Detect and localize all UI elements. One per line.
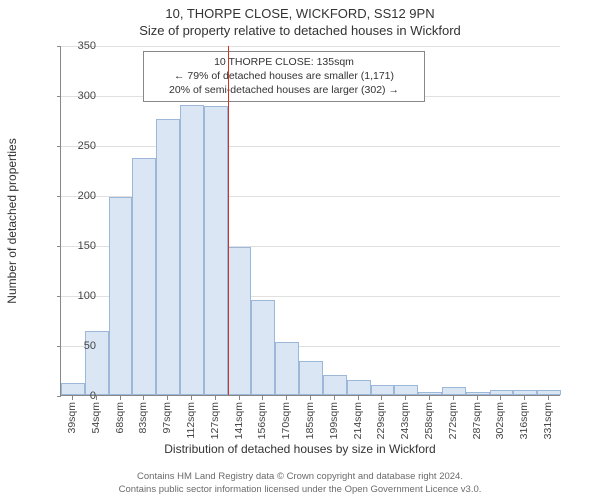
footer-line1: Contains HM Land Registry data © Crown c… — [0, 471, 600, 483]
xtick-label: 331sqm — [542, 402, 554, 439]
xtick-label: 127sqm — [209, 402, 221, 439]
xtick-label: 68sqm — [114, 402, 126, 434]
annotation-box: 10 THORPE CLOSE: 135sqm ← 79% of detache… — [143, 51, 425, 102]
histogram-bar — [228, 247, 252, 395]
ytick-label: 0 — [56, 390, 96, 402]
ytick-label: 100 — [56, 290, 96, 302]
xtick-mark — [453, 396, 454, 400]
xtick-mark — [191, 396, 192, 400]
histogram-bar — [323, 375, 347, 395]
xtick-mark — [167, 396, 168, 400]
histogram-bar — [537, 390, 561, 395]
ytick-label: 200 — [56, 190, 96, 202]
xtick-mark — [548, 396, 549, 400]
xtick-mark — [239, 396, 240, 400]
xtick-label: 287sqm — [471, 402, 483, 439]
xtick-label: 272sqm — [447, 402, 459, 439]
title-line1: 10, THORPE CLOSE, WICKFORD, SS12 9PN — [0, 6, 600, 21]
histogram-bar — [466, 392, 490, 395]
xtick-label: 141sqm — [233, 402, 245, 439]
xtick-mark — [262, 396, 263, 400]
xtick-mark — [381, 396, 382, 400]
xtick-label: 199sqm — [328, 402, 340, 439]
histogram-bar — [490, 390, 514, 395]
annotation-line-1: ← 79% of detached houses are smaller (1,… — [150, 69, 418, 83]
histogram-bar — [442, 387, 466, 395]
histogram-bar — [347, 380, 371, 395]
chart-root: { "titles": { "line1": "10, THORPE CLOSE… — [0, 0, 600, 500]
plot-area: 10 THORPE CLOSE: 135sqm ← 79% of detache… — [60, 46, 560, 396]
histogram-bar — [132, 158, 156, 395]
histogram-bar — [109, 197, 133, 395]
xtick-label: 302sqm — [494, 402, 506, 439]
xtick-label: 39sqm — [66, 402, 78, 434]
xtick-label: 170sqm — [280, 402, 292, 439]
xtick-mark — [96, 396, 97, 400]
xtick-label: 316sqm — [518, 402, 530, 439]
xtick-label: 185sqm — [304, 402, 316, 439]
xtick-label: 214sqm — [352, 402, 364, 439]
footer-line2: Contains public sector information licen… — [0, 484, 600, 496]
histogram-bar — [275, 342, 299, 395]
histogram-bar — [204, 106, 228, 395]
xtick-mark — [334, 396, 335, 400]
xtick-label: 54sqm — [90, 402, 102, 434]
histogram-bar — [180, 105, 204, 395]
xtick-mark — [477, 396, 478, 400]
xtick-mark — [72, 396, 73, 400]
xtick-label: 112sqm — [185, 402, 197, 439]
footer: Contains HM Land Registry data © Crown c… — [0, 471, 600, 496]
xtick-mark — [405, 396, 406, 400]
ytick-label: 350 — [56, 40, 96, 52]
xtick-label: 229sqm — [375, 402, 387, 439]
xtick-mark — [286, 396, 287, 400]
xtick-label: 258sqm — [423, 402, 435, 439]
x-axis-label: Distribution of detached houses by size … — [0, 442, 600, 456]
xtick-mark — [215, 396, 216, 400]
title-line2: Size of property relative to detached ho… — [0, 23, 600, 38]
histogram-bar — [418, 392, 442, 395]
histogram-bar — [299, 361, 323, 395]
reference-line — [228, 46, 229, 395]
xtick-label: 83sqm — [137, 402, 149, 434]
xtick-label: 156sqm — [256, 402, 268, 439]
histogram-bar — [156, 119, 180, 395]
annotation-line-0: 10 THORPE CLOSE: 135sqm — [150, 55, 418, 69]
ytick-label: 250 — [56, 140, 96, 152]
xtick-label: 97sqm — [161, 402, 173, 434]
xtick-mark — [310, 396, 311, 400]
xtick-mark — [143, 396, 144, 400]
histogram-bar — [513, 390, 537, 395]
ytick-label: 50 — [56, 340, 96, 352]
title-block: 10, THORPE CLOSE, WICKFORD, SS12 9PN Siz… — [0, 0, 600, 38]
xtick-mark — [120, 396, 121, 400]
histogram-bar — [371, 385, 395, 395]
xtick-label: 243sqm — [399, 402, 411, 439]
ytick-label: 150 — [56, 240, 96, 252]
xtick-mark — [524, 396, 525, 400]
xtick-mark — [429, 396, 430, 400]
annotation-line-2: 20% of semi-detached houses are larger (… — [150, 83, 418, 97]
ytick-label: 300 — [56, 90, 96, 102]
xtick-mark — [358, 396, 359, 400]
xtick-mark — [500, 396, 501, 400]
y-axis-label: Number of detached properties — [5, 138, 19, 303]
histogram-bar — [394, 385, 418, 395]
histogram-bar — [251, 300, 275, 395]
